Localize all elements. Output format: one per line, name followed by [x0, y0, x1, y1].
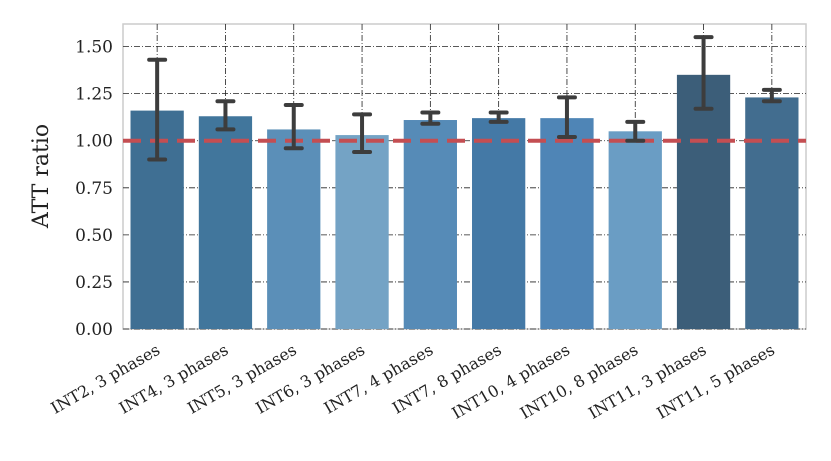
y-tick-label: 1.25 [75, 85, 113, 105]
x-tick-label: INT10, 4 phases [448, 340, 572, 423]
bar [198, 116, 253, 330]
x-tick-label: INT10, 8 phases [517, 340, 641, 423]
bar [335, 135, 389, 329]
y-axis-tick-labels: 0.00 0.25 0.50 0.75 1.00 1.25 1.50 [75, 38, 113, 340]
error-bar [625, 119, 646, 143]
error-bar [761, 87, 782, 104]
x-tick-label: INT11, 5 phases [653, 340, 777, 423]
bar [540, 118, 594, 329]
y-tick-label: 1.00 [75, 132, 113, 152]
error-bar [147, 57, 168, 162]
error-bar [283, 102, 304, 151]
x-tick-label: INT2, 3 phases [47, 340, 163, 418]
bar [403, 120, 457, 329]
bars [130, 74, 799, 330]
y-axis-label: ATT ratio [29, 124, 54, 229]
bar [472, 118, 526, 329]
error-bar [556, 95, 577, 139]
bar [267, 129, 321, 329]
y-tick-label: 0.00 [75, 320, 113, 340]
error-bar [420, 110, 441, 126]
error-bar [693, 35, 714, 111]
bar [745, 97, 799, 329]
error-bar [215, 99, 236, 132]
error-bar [488, 110, 509, 124]
bar [608, 131, 662, 329]
y-tick-label: 1.50 [75, 38, 113, 58]
error-bars [147, 35, 782, 162]
y-tick-label: 0.50 [75, 226, 113, 246]
y-tick-label: 0.75 [75, 179, 113, 199]
bar [676, 74, 731, 329]
x-tick-label: INT11, 3 phases [585, 340, 709, 423]
y-tick-label: 0.25 [75, 273, 113, 293]
error-bar [352, 112, 373, 155]
